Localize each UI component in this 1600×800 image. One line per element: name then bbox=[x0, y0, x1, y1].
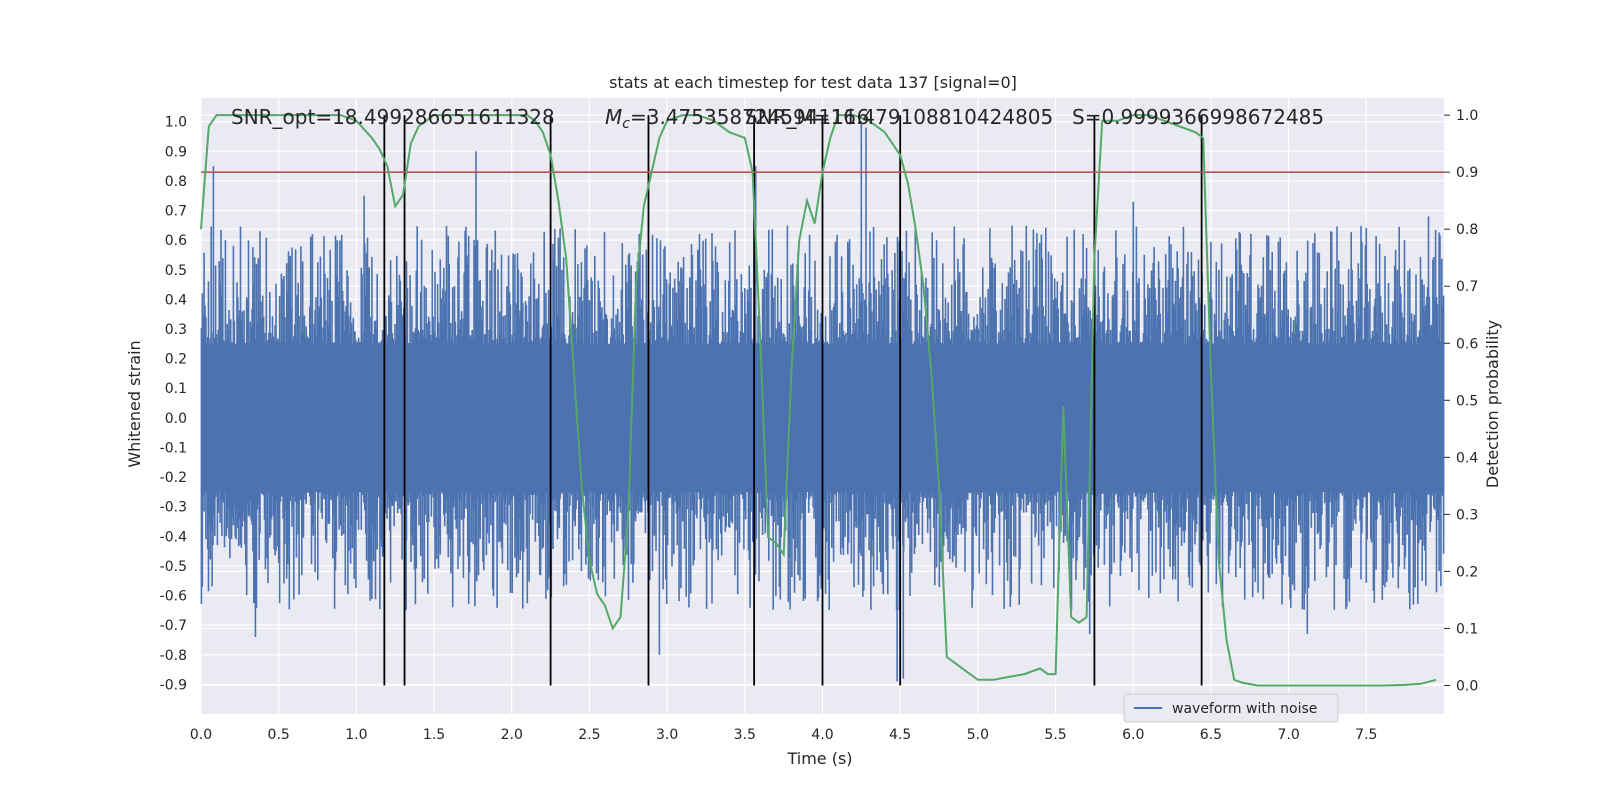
annotation-snr-m: SNR_M=16.479108810424805 bbox=[745, 105, 1053, 129]
annotation-chirp-mass-symbol: M bbox=[605, 105, 622, 129]
x-tick-label: 1.5 bbox=[423, 727, 445, 743]
y-tick-label: -0.7 bbox=[160, 618, 187, 634]
y-tick-label: 0.6 bbox=[165, 233, 187, 249]
x-tick-labels: 0.0 0.5 1.0 1.5 2.0 2.5 3.0 3.5 4.0 4.5 5.0 5.5 6.0 6… bbox=[190, 727, 1378, 743]
x-tick-label: 2.5 bbox=[578, 727, 600, 743]
x-tick-label: 3.5 bbox=[734, 727, 756, 743]
x-tick-label: 6.5 bbox=[1200, 727, 1222, 743]
y-tick-label: 0.1 bbox=[165, 381, 187, 397]
annotation-snr-opt: SNR_opt=18.499286651611328 bbox=[231, 105, 555, 129]
chart-title: stats at each timestep for test data 137… bbox=[609, 73, 1017, 92]
x-tick-label: 6.0 bbox=[1122, 727, 1144, 743]
annotation-chirp-mass-value: =3.4753587245941116 bbox=[630, 105, 869, 129]
legend-entry-waveform: waveform with noise bbox=[1172, 701, 1317, 717]
y2-tick-label: 0.6 bbox=[1456, 336, 1478, 352]
legend-box bbox=[1123, 693, 1339, 723]
y-axis-label: Whitened strain bbox=[125, 340, 144, 467]
y-tick-label: -0.3 bbox=[160, 500, 187, 516]
y-tick-label: 0.8 bbox=[165, 174, 187, 190]
x-axis-label: Time (s) bbox=[786, 749, 852, 768]
x-tick-label: 4.0 bbox=[811, 727, 833, 743]
y2-tick-label: 0.5 bbox=[1456, 393, 1478, 409]
x-tick-label: 5.0 bbox=[967, 727, 989, 743]
y-tick-label: -0.5 bbox=[160, 559, 187, 575]
annotation-chirp-mass-subscript: c bbox=[622, 116, 630, 132]
y-tick-label: 0.4 bbox=[165, 292, 187, 308]
x-tick-label: 3.0 bbox=[656, 727, 678, 743]
x-tick-label: 2.0 bbox=[501, 727, 523, 743]
y2-tick-label: 0.3 bbox=[1456, 507, 1478, 523]
y2-tick-label: 1.0 bbox=[1456, 108, 1478, 124]
y2-tick-label: 0.4 bbox=[1456, 450, 1478, 466]
y-tick-label: -0.9 bbox=[160, 677, 187, 693]
x-tick-label: 0.0 bbox=[190, 727, 212, 743]
y2-tick-labels: 0.0 0.1 0.2 0.3 0.4 0.5 0.6 0.7 0.8 0.9 1.0 bbox=[1444, 108, 1478, 694]
waveform-trace bbox=[200, 121, 1445, 682]
x-tick-label: 1.0 bbox=[345, 727, 367, 743]
y2-axis-label: Detection probability bbox=[1483, 320, 1502, 488]
y-tick-label: -0.2 bbox=[160, 470, 187, 486]
annotation-chirp-mass: Mc=3.4753587245941116 bbox=[605, 105, 869, 132]
y-tick-label: 0.0 bbox=[165, 411, 187, 427]
x-tick-label: 4.5 bbox=[889, 727, 911, 743]
x-tick-label: 7.5 bbox=[1355, 727, 1377, 743]
y-tick-label: 0.7 bbox=[165, 204, 187, 220]
y-tick-label: 0.9 bbox=[165, 144, 187, 160]
annotation-s: S=0.9999366998672485 bbox=[1072, 105, 1324, 129]
y-tick-label: 1.0 bbox=[165, 115, 187, 131]
legend: waveform with noise bbox=[1123, 693, 1339, 723]
y-tick-label: 0.3 bbox=[165, 322, 187, 338]
y-tick-labels: -0.9 -0.8 -0.7 -0.6 -0.5 -0.4 -0.3 -0.2 -0.1 0.0 0… bbox=[160, 115, 187, 694]
y-tick-label: -0.8 bbox=[160, 648, 187, 664]
y2-tick-label: 0.8 bbox=[1456, 222, 1478, 238]
y-tick-label: -0.1 bbox=[160, 440, 187, 456]
x-tick-label: 7.0 bbox=[1277, 727, 1299, 743]
y-tick-label: -0.6 bbox=[160, 589, 187, 605]
x-tick-label: 0.5 bbox=[268, 727, 290, 743]
y2-tick-label: 0.0 bbox=[1456, 678, 1478, 694]
annotations: SNR_opt=18.499286651611328 Mc=3.47535872… bbox=[231, 105, 1324, 132]
y-tick-label: -0.4 bbox=[160, 529, 187, 545]
y-tick-label: 0.5 bbox=[165, 263, 187, 279]
y2-tick-label: 0.9 bbox=[1456, 165, 1478, 181]
y-tick-label: 0.2 bbox=[165, 352, 187, 368]
y2-tick-label: 0.2 bbox=[1456, 564, 1478, 580]
y2-tick-label: 0.7 bbox=[1456, 279, 1478, 295]
y2-tick-label: 0.1 bbox=[1456, 621, 1478, 637]
probability-series-line bbox=[200, 114, 1437, 687]
x-tick-label: 5.5 bbox=[1044, 727, 1066, 743]
